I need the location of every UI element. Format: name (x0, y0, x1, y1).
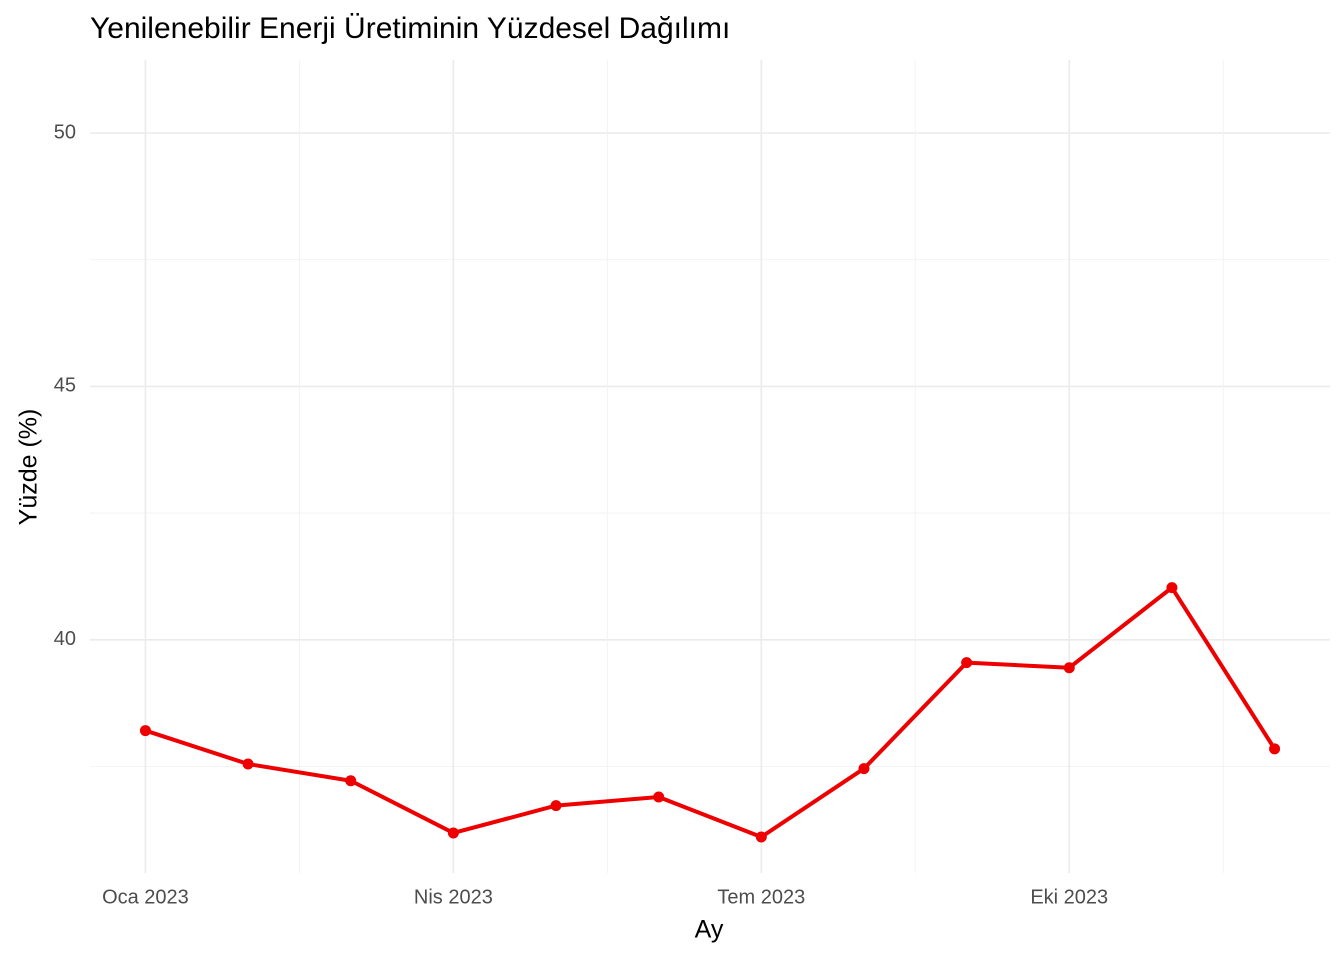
point (1166, 582, 1178, 594)
point (139, 725, 151, 737)
point (1063, 662, 1075, 674)
y-tick-label: 50 (54, 121, 76, 143)
point (1269, 743, 1281, 755)
point (755, 831, 767, 843)
x-tick-label: Tem 2023 (717, 886, 805, 908)
point (550, 800, 562, 812)
point (961, 657, 973, 669)
x-tick-label: Oca 2023 (102, 886, 189, 908)
y-axis-label: Yüzde (%) (15, 409, 43, 526)
chart-title: Yenilenebilir Enerji Üretiminin Yüzdesel… (90, 12, 730, 45)
point (345, 775, 357, 787)
x-axis-label: Ay (695, 916, 724, 944)
point (858, 763, 870, 775)
y-tick-label: 45 (54, 375, 76, 397)
point (242, 758, 254, 770)
point (447, 827, 459, 839)
line (144, 585, 1277, 840)
point (653, 791, 665, 803)
y-tick-label: 40 (54, 628, 76, 650)
x-tick-label: Eki 2023 (1030, 886, 1108, 908)
x-tick-label: Nis 2023 (414, 886, 493, 908)
